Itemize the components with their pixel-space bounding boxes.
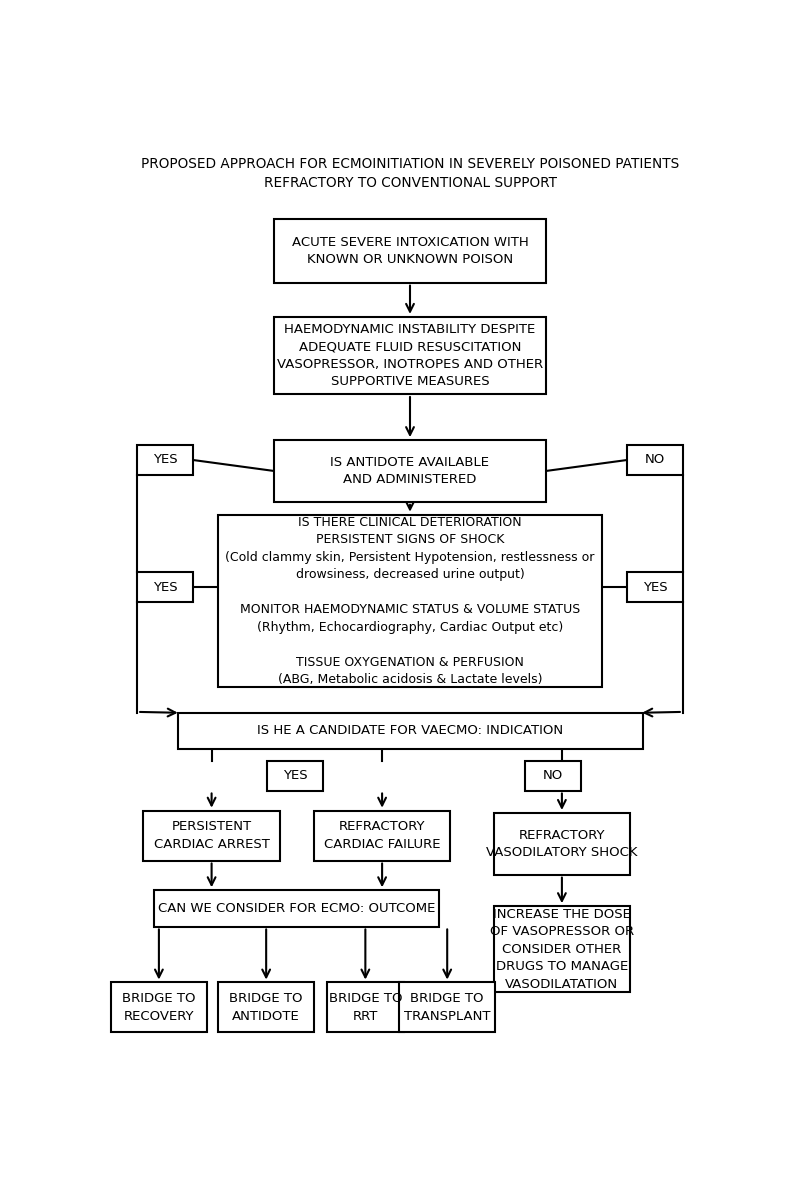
Text: HAEMODYNAMIC INSTABILITY DESPITE
ADEQUATE FLUID RESUSCITATION
VASOPRESSOR, INOTR: HAEMODYNAMIC INSTABILITY DESPITE ADEQUAT… <box>277 322 543 389</box>
FancyBboxPatch shape <box>138 573 193 602</box>
Text: REFRACTORY
VASODILATORY SHOCK: REFRACTORY VASODILATORY SHOCK <box>486 829 638 859</box>
FancyBboxPatch shape <box>267 761 323 790</box>
FancyBboxPatch shape <box>494 813 630 875</box>
FancyBboxPatch shape <box>143 810 280 861</box>
FancyBboxPatch shape <box>525 761 581 790</box>
Text: IS HE A CANDIDATE FOR VAECMO: INDICATION: IS HE A CANDIDATE FOR VAECMO: INDICATION <box>257 724 563 737</box>
FancyBboxPatch shape <box>627 445 682 475</box>
FancyBboxPatch shape <box>326 983 404 1032</box>
FancyBboxPatch shape <box>111 983 207 1032</box>
Text: REFRACTORY
CARDIAC FAILURE: REFRACTORY CARDIAC FAILURE <box>324 821 440 850</box>
FancyBboxPatch shape <box>138 445 193 475</box>
FancyBboxPatch shape <box>218 515 602 687</box>
FancyBboxPatch shape <box>218 983 314 1032</box>
FancyBboxPatch shape <box>274 317 546 394</box>
FancyBboxPatch shape <box>274 218 546 282</box>
Text: IS ANTIDOTE AVAILABLE
AND ADMINISTERED: IS ANTIDOTE AVAILABLE AND ADMINISTERED <box>330 456 490 487</box>
Text: YES: YES <box>153 454 178 466</box>
Text: ACUTE SEVERE INTOXICATION WITH
KNOWN OR UNKNOWN POISON: ACUTE SEVERE INTOXICATION WITH KNOWN OR … <box>292 235 528 266</box>
FancyBboxPatch shape <box>314 810 450 861</box>
Text: PERSISTENT
CARDIAC ARREST: PERSISTENT CARDIAC ARREST <box>154 821 270 850</box>
Text: BRIDGE TO
ANTIDOTE: BRIDGE TO ANTIDOTE <box>230 992 303 1023</box>
FancyBboxPatch shape <box>178 713 642 749</box>
Text: YES: YES <box>642 581 667 594</box>
Text: IS THERE CLINICAL DETERIORATION
PERSISTENT SIGNS OF SHOCK
(Cold clammy skin, Per: IS THERE CLINICAL DETERIORATION PERSISTE… <box>226 516 594 686</box>
Text: BRIDGE TO
TRANSPLANT: BRIDGE TO TRANSPLANT <box>404 992 490 1023</box>
Text: BRIDGE TO
RRT: BRIDGE TO RRT <box>329 992 402 1023</box>
FancyBboxPatch shape <box>154 890 439 927</box>
FancyBboxPatch shape <box>627 573 682 602</box>
FancyBboxPatch shape <box>399 983 495 1032</box>
FancyBboxPatch shape <box>274 441 546 502</box>
Text: NO: NO <box>542 769 562 782</box>
Text: NO: NO <box>645 454 665 466</box>
Text: YES: YES <box>153 581 178 594</box>
Text: CAN WE CONSIDER FOR ECMO: OUTCOME: CAN WE CONSIDER FOR ECMO: OUTCOME <box>158 902 435 915</box>
Text: YES: YES <box>283 769 308 782</box>
Text: BRIDGE TO
RECOVERY: BRIDGE TO RECOVERY <box>122 992 196 1023</box>
FancyBboxPatch shape <box>494 906 630 992</box>
Text: PROPOSED APPROACH FOR ECMOINITIATION IN SEVERELY POISONED PATIENTS
REFRACTORY TO: PROPOSED APPROACH FOR ECMOINITIATION IN … <box>141 157 679 190</box>
Text: INCREASE THE DOSE
OF VASOPRESSOR OR
CONSIDER OTHER
DRUGS TO MANAGE
VASODILATATIO: INCREASE THE DOSE OF VASOPRESSOR OR CONS… <box>490 908 634 991</box>
